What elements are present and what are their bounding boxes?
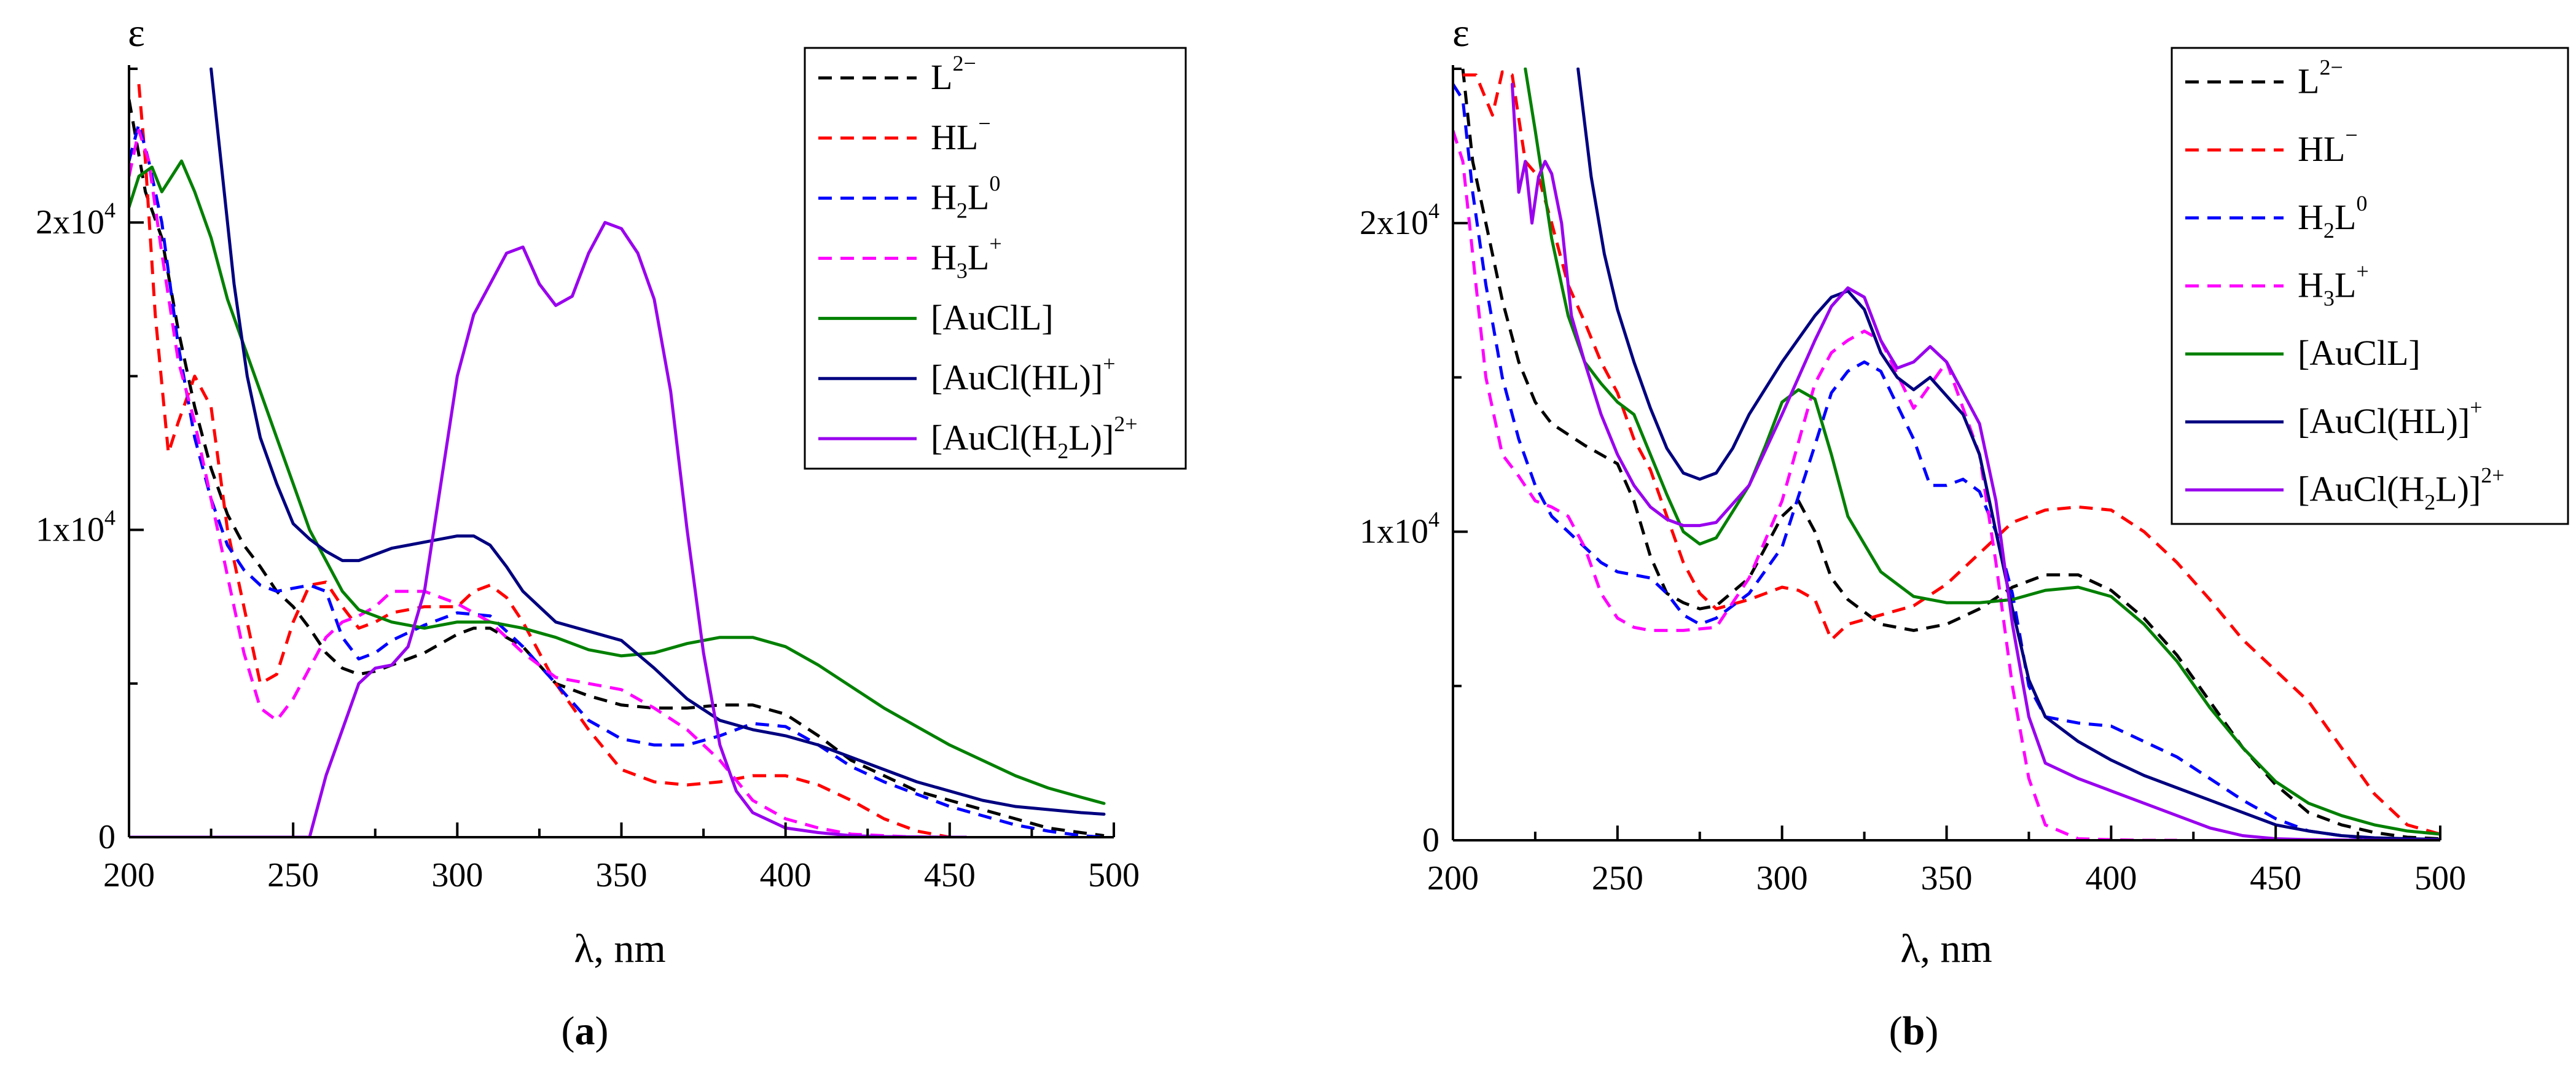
panel-label: (b) <box>1889 1009 1939 1053</box>
chart-panel-b: 200 250 300 350 400 450 500 0 1x104 2x104 ε λ, nm (b… <box>1360 10 2569 1053</box>
legend-label: [AuCl(HL)]+ <box>931 351 1116 397</box>
legend: L2− HL− H2L0 H3L+ [AuClL] [AuCl(HL)]+ [AuCl(H2… <box>2171 47 2569 525</box>
series-group <box>129 68 1106 837</box>
series-group <box>1453 68 2440 840</box>
y-axis-title: ε <box>1452 10 1470 55</box>
series-line-5 <box>209 68 1106 816</box>
series-line-0 <box>129 99 1105 837</box>
series-line-4 <box>129 159 1106 805</box>
panel-label: (a) <box>562 1009 609 1053</box>
legend-label: [AuClL] <box>931 297 1054 337</box>
y-tick-label: 2x104 <box>36 198 115 241</box>
legend-label: HL− <box>2298 123 2358 169</box>
series-line-6 <box>129 221 968 837</box>
y-tick-label: 0 <box>1422 821 1439 859</box>
x-tick-label: 400 <box>2085 859 2137 897</box>
x-tick-label: 200 <box>103 856 155 894</box>
legend-label: H2L0 <box>2298 191 2367 243</box>
series-line-2 <box>129 122 1105 837</box>
x-tick-label: 200 <box>1427 859 1479 897</box>
series-line-3 <box>1453 130 2177 840</box>
x-axis-title: λ, nm <box>574 926 665 971</box>
legend-label: L2− <box>931 51 976 97</box>
series-line-1 <box>1463 70 2440 836</box>
series-line-6 <box>1510 82 2440 840</box>
x-axis-title: λ, nm <box>1900 926 1992 971</box>
legend-label: [AuCl(H2L)]2+ <box>931 412 1138 463</box>
x-tick-label: 350 <box>1921 859 1973 897</box>
series-line-2 <box>1453 83 2440 840</box>
x-tick-label: 250 <box>1592 859 1643 897</box>
series-line-1 <box>137 84 950 837</box>
legend-box <box>804 47 1187 470</box>
x-tick-label: 300 <box>1756 859 1808 897</box>
x-tick-label: 500 <box>1088 856 1140 894</box>
series-line-5 <box>1576 68 2440 840</box>
x-tick-label: 300 <box>431 856 483 894</box>
legend-label: [AuCl(HL)]+ <box>2298 395 2483 441</box>
series-line-4 <box>1524 68 2440 836</box>
legend: L2− HL− H2L0 H3L+ [AuClL] [AuCl(HL)]+ [AuCl(H2… <box>804 47 1187 470</box>
legend-label: L2− <box>2298 55 2343 101</box>
y-tick-label: 1x104 <box>36 506 115 549</box>
x-tick-label: 400 <box>760 856 812 894</box>
legend-label: [AuCl(H2L)]2+ <box>2298 463 2505 515</box>
y-tick-label: 1x104 <box>1360 507 1439 551</box>
x-tick-label: 250 <box>267 856 319 894</box>
y-axis-title: ε <box>128 10 145 55</box>
x-tick-label: 500 <box>2414 859 2466 897</box>
legend-label: H2L0 <box>931 171 1000 223</box>
y-tick-label: 2x104 <box>1360 198 1439 242</box>
x-tick-label: 350 <box>596 856 648 894</box>
legend-label: H3L+ <box>2298 259 2369 311</box>
x-tick-label: 450 <box>924 856 976 894</box>
y-tick-label: 0 <box>98 818 115 856</box>
chart-panel-a: 200 250 300 350 400 450 500 0 1x104 2x104 ε λ, nm (a… <box>36 10 1187 1053</box>
x-tick-label: 450 <box>2250 859 2301 897</box>
legend-label: [AuClL] <box>2298 333 2421 373</box>
legend-label: HL− <box>931 111 991 157</box>
legend-label: H3L+ <box>931 232 1002 283</box>
